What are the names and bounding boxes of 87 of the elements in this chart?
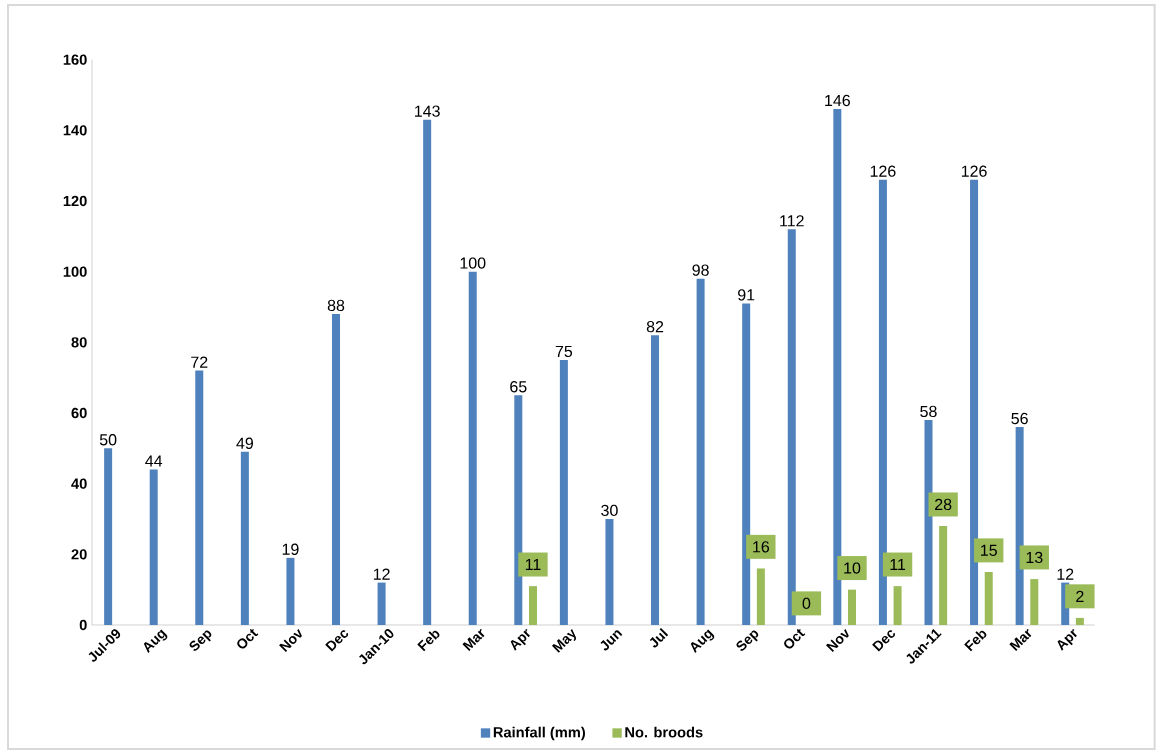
bar <box>924 420 933 625</box>
data-label: 10 <box>844 562 861 574</box>
y-tick-label: 20 <box>71 549 87 560</box>
data-label: 12 <box>1057 568 1074 580</box>
data-label: 91 <box>738 289 755 301</box>
legend-label: Rainfall (mm) <box>493 726 585 741</box>
data-label: 2 <box>1076 590 1084 602</box>
data-label: 44 <box>145 455 163 467</box>
data-label: 126 <box>961 165 987 177</box>
data-label: 0 <box>802 597 811 610</box>
x-tick-label: Nov <box>279 628 302 653</box>
data-label: 146 <box>825 94 850 107</box>
data-label: 56 <box>1011 412 1028 425</box>
data-label: 75 <box>555 345 573 358</box>
data-label: 143 <box>415 105 440 117</box>
data-label: 98 <box>692 264 709 276</box>
data-label: 19 <box>282 543 299 555</box>
x-tick-label: Feb <box>417 630 440 652</box>
x-tick-label: Jun <box>600 630 623 651</box>
bar <box>528 586 537 625</box>
y-tick-label: 160 <box>63 54 87 65</box>
bar <box>787 229 796 625</box>
x-tick-label: Apr <box>1057 628 1077 651</box>
x-tick-label: Jul <box>649 627 669 648</box>
data-label: 100 <box>460 257 486 269</box>
bar <box>742 303 751 625</box>
data-label: 50 <box>99 434 117 446</box>
x-tick-label: Oct <box>237 628 259 649</box>
bar <box>1075 617 1084 625</box>
bar <box>149 469 158 625</box>
x-tick-label: Oct <box>784 628 806 649</box>
bar <box>240 451 249 625</box>
y-tick-label: 140 <box>63 125 87 136</box>
bar <box>1030 579 1039 625</box>
data-label: 112 <box>780 215 804 227</box>
bar <box>377 582 386 625</box>
data-label: 13 <box>1026 551 1043 564</box>
bar <box>756 568 765 625</box>
x-tick-label: Dec <box>872 630 895 652</box>
y-tick-label: 60 <box>71 407 87 419</box>
y-tick-label: 40 <box>71 478 87 489</box>
data-label: 28 <box>935 498 952 511</box>
data-label: 15 <box>981 544 997 556</box>
bar <box>423 119 432 625</box>
bar <box>559 359 568 625</box>
data-label: 88 <box>327 299 345 312</box>
x-tick-label: Mar <box>462 628 485 651</box>
bar <box>514 395 523 625</box>
bar <box>893 586 902 625</box>
data-label: 65 <box>510 381 527 393</box>
bar <box>286 557 295 625</box>
data-label: 16 <box>753 541 770 553</box>
bar <box>970 179 979 625</box>
bar <box>1015 427 1024 625</box>
bar <box>833 109 842 625</box>
x-tick-label: Sep <box>189 630 212 651</box>
y-tick-label: 100 <box>63 266 87 277</box>
bar <box>878 179 887 625</box>
x-tick-label: Sep <box>736 630 759 651</box>
bar <box>104 448 113 625</box>
x-tick-label: Apr <box>510 628 530 651</box>
data-label: 11 <box>890 559 906 571</box>
data-label: 49 <box>236 437 253 449</box>
data-label: 30 <box>601 504 618 517</box>
data-label: 126 <box>870 165 896 177</box>
x-tick-label: Nov <box>825 628 849 653</box>
bar <box>468 271 477 625</box>
data-label: 12 <box>373 568 390 580</box>
bar <box>939 526 948 625</box>
bar <box>605 518 614 625</box>
bar <box>195 370 204 625</box>
data-label: 11 <box>525 559 541 571</box>
bar <box>651 335 660 625</box>
x-tick-label: Feb <box>964 630 987 652</box>
legend-label: No. broods <box>625 726 703 738</box>
y-tick-label: 0 <box>79 619 87 631</box>
bar <box>332 314 341 625</box>
x-tick-label: Dec <box>325 630 349 652</box>
y-tick-label: 120 <box>63 195 87 207</box>
x-tick-label: Mar <box>1009 628 1032 651</box>
bar <box>984 571 993 625</box>
data-label: 72 <box>191 356 208 368</box>
bar <box>848 589 856 625</box>
y-tick-label: 80 <box>71 337 87 348</box>
data-label: 82 <box>646 321 664 333</box>
data-label: 58 <box>920 405 937 418</box>
bar <box>696 278 705 625</box>
